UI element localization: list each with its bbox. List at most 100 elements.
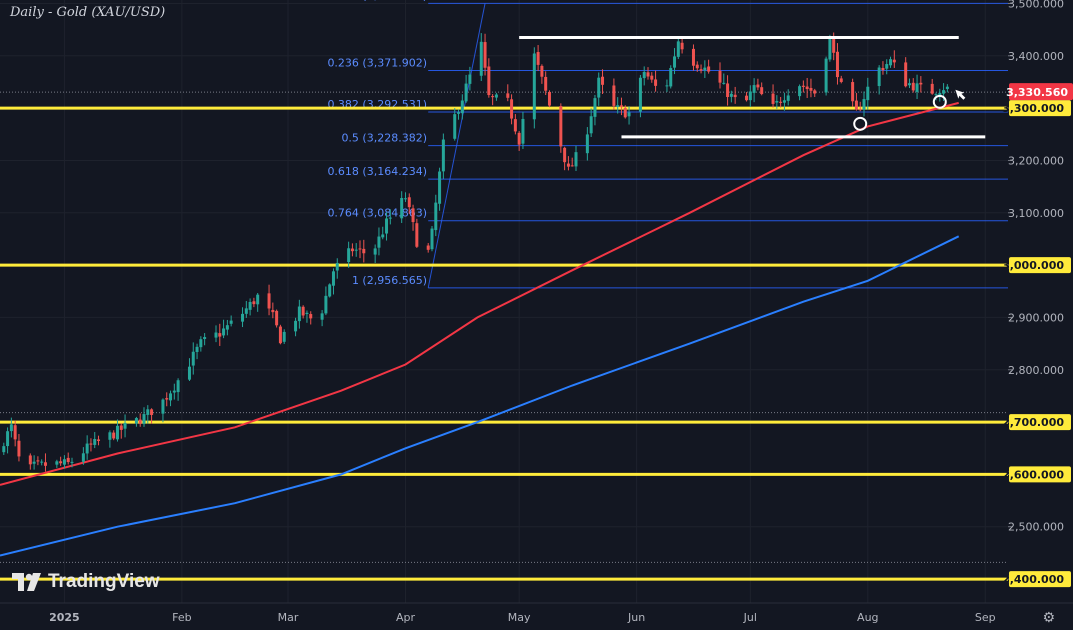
candle-body: [81, 453, 85, 462]
drawings[interactable]: [519, 35, 986, 139]
candle-body: [138, 419, 142, 424]
candle-body: [517, 132, 521, 145]
candle-body: [191, 351, 195, 366]
candle-body: [70, 461, 74, 463]
candle-body: [729, 93, 733, 97]
candle-body: [858, 109, 862, 111]
level-price-tag: [1009, 257, 1071, 274]
candle-body: [146, 409, 150, 415]
candle-body: [347, 248, 351, 263]
fibonacci-retracement[interactable]: 0 (3,500.200)0.236 (3,371.902)0.382 (3,2…: [327, 0, 1008, 289]
candle-body: [62, 459, 66, 465]
candle-body: [438, 171, 442, 204]
time-tick-label: May: [508, 611, 531, 624]
candle-body: [574, 152, 578, 167]
candle-body: [748, 91, 752, 101]
candle-body: [676, 41, 680, 57]
candle-body: [294, 320, 298, 332]
candle-body: [248, 301, 252, 310]
highlight-circle: [853, 116, 868, 131]
candle-body: [97, 439, 101, 441]
candle-body: [403, 198, 407, 200]
candle-body: [513, 119, 517, 132]
candle-body: [862, 99, 866, 110]
tradingview-icon: [12, 573, 41, 591]
time-tick-label: Mar: [278, 611, 299, 624]
candle-body: [881, 68, 885, 71]
candle-body: [17, 440, 21, 457]
candle-body: [938, 92, 942, 96]
price-tick-label: 3,500.000: [1008, 0, 1064, 10]
candle-body: [585, 134, 589, 154]
candle-body: [214, 332, 218, 338]
tradingview-logo[interactable]: TradingView: [12, 571, 160, 593]
moving-averages: [0, 101, 960, 557]
candle-body: [354, 249, 358, 251]
settings-icon[interactable]: ⚙: [1042, 610, 1055, 626]
candle-body: [385, 218, 389, 234]
candle-body: [854, 100, 858, 110]
candle-body: [540, 65, 544, 77]
time-axis[interactable]: 2025 Feb Mar Apr May Jun Jul Aug Sep: [0, 602, 1073, 624]
candle-body: [32, 461, 36, 464]
candle-body: [2, 446, 6, 453]
candle-body: [623, 107, 627, 118]
candle-body: [267, 293, 271, 309]
candle-body: [119, 425, 123, 430]
last-price-label: 3,330.560: [1006, 86, 1068, 99]
candle-body: [89, 443, 93, 445]
candle-body: [479, 41, 483, 76]
candle-body: [942, 90, 946, 94]
candle-body: [646, 72, 650, 77]
price-axis[interactable]: 3,500.000 3,400.000 3,300.000 3,200.000 3,10…: [1002, 0, 1073, 630]
price-tick-label: 3,100.000: [1008, 207, 1064, 220]
tradingview-wordmark: TradingView: [48, 571, 160, 592]
level-price-tag: [1009, 466, 1071, 483]
candle-body: [707, 66, 711, 72]
candle-body: [36, 460, 40, 462]
candle-body: [426, 245, 430, 250]
candle-body: [650, 75, 654, 80]
time-tick-label: Sep: [975, 611, 996, 624]
horizontal-levels[interactable]: [0, 91, 1008, 581]
candle-body: [718, 70, 722, 83]
candle-body: [434, 202, 438, 231]
candle-body: [6, 431, 10, 447]
candle-body: [832, 38, 836, 53]
candle-body: [28, 455, 32, 465]
candle-body: [892, 59, 896, 63]
candle-body: [271, 309, 275, 313]
candle-body: [547, 91, 551, 106]
fib-level-label: 0.236 (3,371.902): [327, 56, 427, 69]
candle-body: [680, 42, 684, 50]
candle-body: [782, 100, 786, 103]
candle-body: [43, 462, 47, 466]
candle-body: [911, 82, 915, 91]
candle-body: [945, 86, 949, 89]
price-tick-label: 3,400.000: [1008, 50, 1064, 63]
candle-body: [411, 208, 415, 223]
candle-body: [722, 82, 726, 84]
candle-body: [544, 76, 548, 91]
candle-body: [487, 66, 491, 96]
candle-body: [241, 313, 245, 322]
candle-body: [566, 163, 570, 167]
price-tick-label: 2,900.000: [1008, 311, 1064, 324]
candle-body: [616, 105, 620, 107]
time-tick-label: Jun: [627, 611, 645, 624]
candle-body: [510, 99, 514, 119]
time-tick-label: Aug: [857, 611, 878, 624]
time-tick-label: 2025: [49, 611, 80, 624]
candle-body: [619, 105, 623, 108]
candle-body: [350, 248, 354, 252]
time-tick-label: Apr: [396, 611, 416, 624]
candle-body: [919, 82, 923, 85]
candle-body: [828, 38, 832, 60]
candle-body: [760, 87, 764, 95]
candle-body: [115, 425, 119, 440]
level-price-tag-text: 2,400.000: [1002, 573, 1064, 586]
candle-body: [407, 197, 411, 208]
candle-body: [745, 95, 749, 101]
